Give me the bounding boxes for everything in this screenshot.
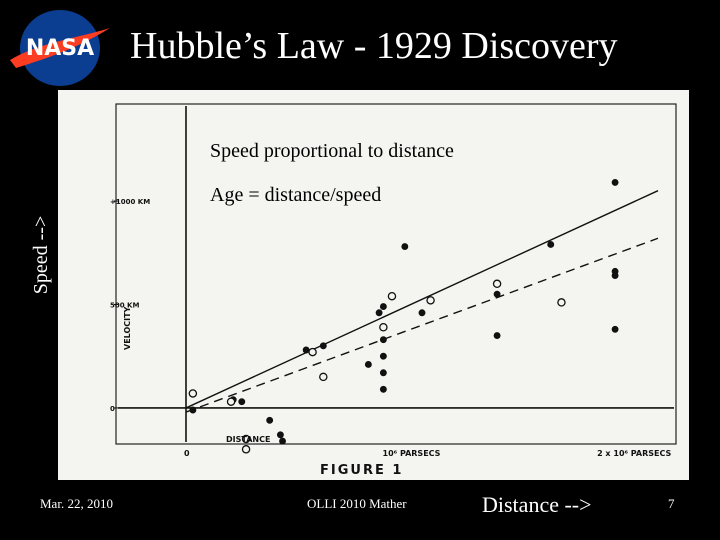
y-tick-label: 500 KM: [110, 301, 139, 309]
data-point-filled: [189, 406, 197, 414]
data-point-open: [492, 279, 502, 289]
data-point-filled: [319, 342, 327, 350]
data-point-filled: [276, 431, 284, 439]
data-point-filled: [547, 241, 555, 248]
data-point-filled: [302, 346, 310, 354]
data-point-filled: [379, 369, 387, 377]
data-points-layer: [188, 178, 619, 454]
axes-layer: [114, 103, 677, 445]
data-point-filled: [364, 361, 372, 368]
nasa-logo: NASA: [10, 10, 110, 86]
x-tick-label: 10⁶ PARSECS: [383, 449, 441, 458]
y-tick-label: 0: [110, 405, 115, 413]
data-point-filled: [379, 303, 387, 311]
hubble-chart: 0 500 KM +1000 KM 0 10⁶ PARSECS 2 x 10⁶ PARSE…: [110, 103, 677, 478]
y-tick-label: +1000 KM: [110, 198, 150, 206]
annotation-proportional: Speed proportional to distance: [210, 140, 454, 162]
data-point-open: [387, 291, 397, 301]
x-tick-label: 0: [184, 449, 190, 458]
slide-title: Hubble’s Law - 1929 Discovery: [130, 25, 618, 67]
data-point-filled: [493, 290, 501, 298]
data-point-filled: [379, 336, 387, 344]
annotation-age: Age = distance/speed: [210, 184, 382, 206]
page-number: 7: [668, 496, 675, 511]
footer-date: Mar. 22, 2010: [40, 496, 113, 511]
data-point-open: [241, 434, 251, 444]
chart-labels-layer: 0 500 KM +1000 KM 0 10⁶ PARSECS 2 x 10⁶ PARSE…: [110, 198, 672, 478]
data-point-open: [226, 397, 236, 406]
data-point-filled: [611, 325, 619, 333]
x-axis-title: DISTANCE: [226, 435, 270, 444]
data-point-filled: [379, 385, 387, 393]
logo-swoosh: [10, 28, 110, 68]
data-point-filled: [611, 178, 619, 186]
x-tick-label: 2 x 10⁶ PARSECS: [597, 449, 671, 458]
data-point-filled: [611, 267, 619, 275]
data-point-filled: [379, 352, 387, 360]
data-point-open: [426, 296, 435, 305]
data-point-open: [308, 347, 317, 357]
fit-line-dashed: [185, 237, 659, 413]
data-point-open: [188, 389, 198, 398]
data-point-filled: [279, 437, 286, 445]
data-point-open: [319, 372, 328, 382]
plot-panel: 0 500 KM +1000 KM 0 10⁶ PARSECS 2 x 10⁶ PARSE…: [58, 90, 689, 480]
fit-lines-layer: [185, 190, 659, 413]
figure-caption: FIGURE 1: [320, 463, 403, 478]
speed-axis-label: Speed -->: [30, 215, 52, 295]
data-point-filled: [238, 398, 246, 406]
data-point-filled: [401, 243, 409, 251]
footer-credit: OLLI 2010 Mather: [307, 496, 407, 511]
data-point-filled: [375, 309, 383, 317]
data-point-open: [379, 322, 388, 332]
data-point-filled: [418, 309, 426, 317]
data-point-open: [241, 445, 251, 454]
data-point-filled: [493, 332, 501, 339]
data-point-filled: [266, 416, 274, 424]
data-point-open: [557, 298, 566, 307]
y-axis-title: VELOCITY: [123, 306, 132, 350]
plot-frame: [115, 103, 677, 445]
logo-text: NASA: [26, 36, 94, 61]
distance-axis-label: Distance -->: [482, 492, 592, 517]
fit-line-solid: [185, 190, 659, 409]
